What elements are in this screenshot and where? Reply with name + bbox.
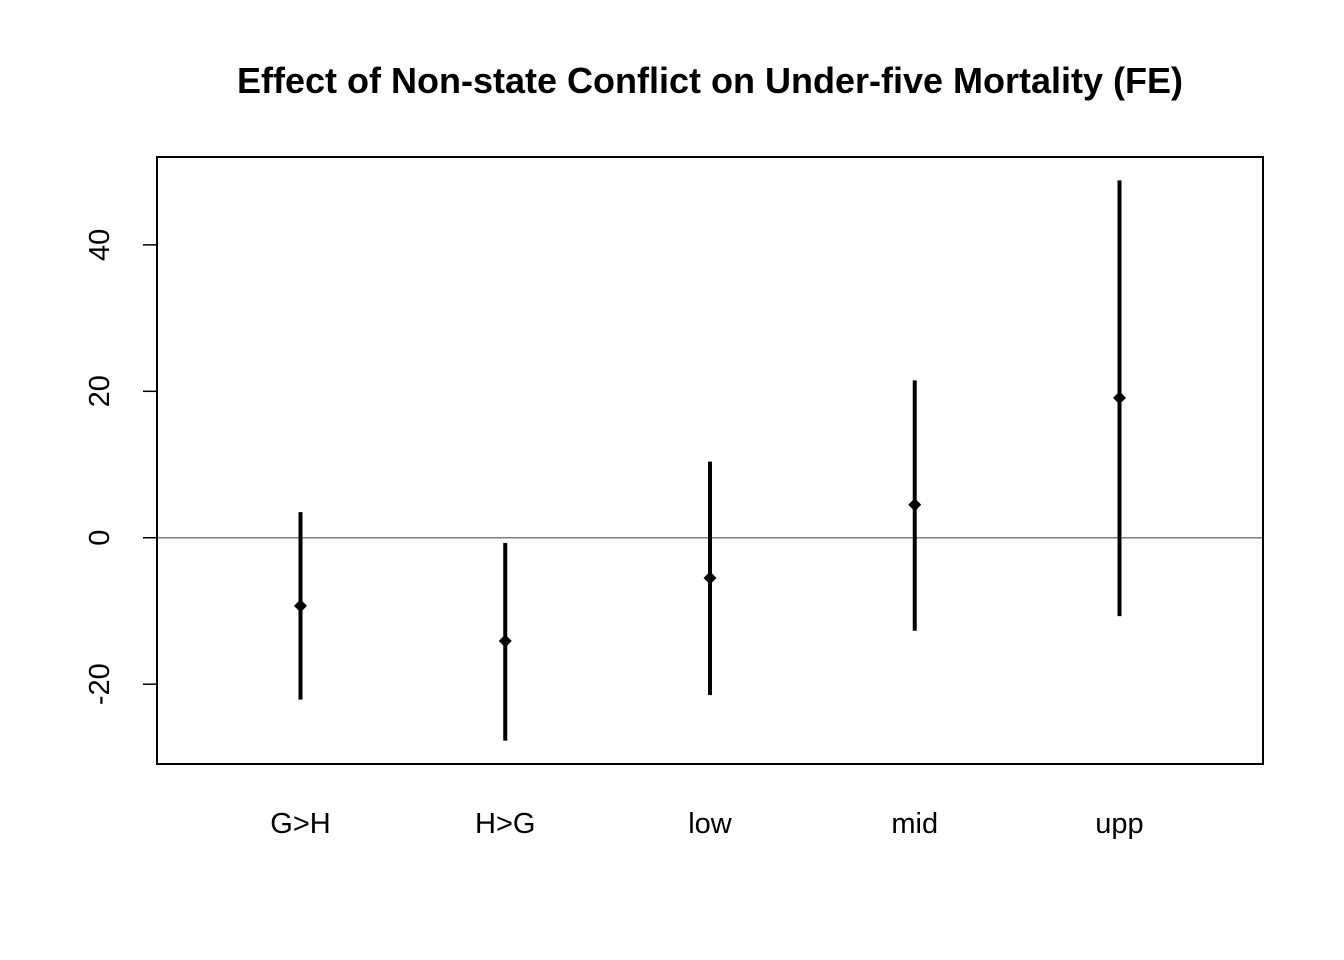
point-estimate-0 bbox=[294, 599, 307, 613]
plot-area: G>H H>G low mid upp -20 0 20 40 bbox=[84, 156, 1264, 840]
x-tick-label-2: low bbox=[688, 808, 733, 840]
y-tick-label-2: 20 bbox=[84, 375, 116, 407]
chart-title: Effect of Non-state Conflict on Under-fi… bbox=[237, 60, 1183, 101]
point-estimate-4 bbox=[1113, 391, 1126, 405]
x-tick-label-1: H>G bbox=[475, 808, 535, 840]
point-estimate-1 bbox=[498, 634, 512, 648]
point-estimate-3 bbox=[908, 498, 922, 512]
plot-frame bbox=[156, 156, 1264, 765]
y-tick-label-0: -20 bbox=[84, 663, 116, 705]
x-tick-label-4: upp bbox=[1095, 808, 1143, 840]
point-estimate-2 bbox=[703, 571, 717, 585]
y-tick-label-1: 0 bbox=[84, 530, 116, 546]
y-tick-label-3: 40 bbox=[84, 229, 116, 261]
x-tick-label-0: G>H bbox=[270, 808, 330, 840]
x-tick-label-3: mid bbox=[891, 808, 938, 840]
